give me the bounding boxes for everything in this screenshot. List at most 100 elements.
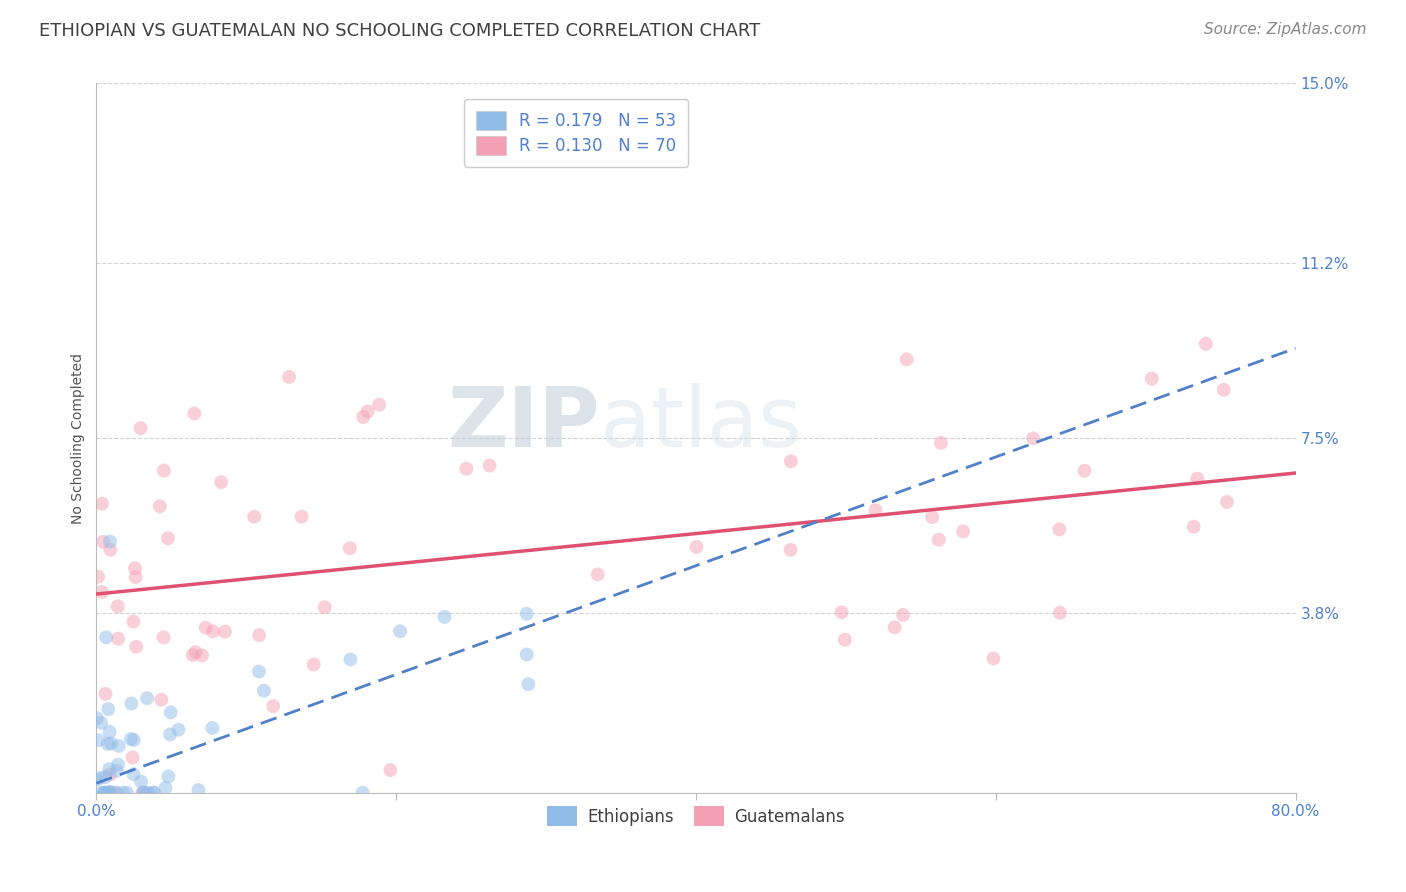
Point — [107, 757, 129, 772]
Point — [685, 540, 707, 554]
Point — [98, 762, 121, 776]
Point — [339, 541, 361, 556]
Point — [779, 454, 801, 468]
Point — [98, 785, 121, 799]
Point — [97, 702, 120, 716]
Point — [90, 715, 112, 730]
Point — [107, 632, 129, 646]
Point — [516, 607, 538, 621]
Point — [928, 533, 950, 547]
Point — [433, 610, 456, 624]
Point — [90, 786, 112, 800]
Point — [156, 531, 179, 545]
Point — [86, 772, 108, 787]
Point — [314, 600, 336, 615]
Point — [478, 458, 501, 473]
Point — [157, 769, 180, 783]
Point — [87, 570, 110, 584]
Point — [122, 733, 145, 747]
Text: Source: ZipAtlas.com: Source: ZipAtlas.com — [1204, 22, 1367, 37]
Point — [93, 786, 115, 800]
Point — [191, 648, 214, 663]
Point — [91, 497, 114, 511]
Point — [517, 677, 540, 691]
Point — [136, 786, 159, 800]
Point — [129, 421, 152, 435]
Point — [1182, 519, 1205, 533]
Point — [124, 561, 146, 575]
Point — [1212, 383, 1234, 397]
Point — [167, 723, 190, 737]
Point — [89, 771, 111, 785]
Point — [586, 567, 609, 582]
Point — [516, 648, 538, 662]
Point — [302, 657, 325, 672]
Point — [149, 500, 172, 514]
Point — [98, 767, 121, 781]
Point — [94, 687, 117, 701]
Text: ETHIOPIAN VS GUATEMALAN NO SCHOOLING COMPLETED CORRELATION CHART: ETHIOPIAN VS GUATEMALAN NO SCHOOLING COM… — [39, 22, 761, 40]
Point — [153, 463, 176, 477]
Point — [91, 585, 114, 599]
Point — [891, 607, 914, 622]
Point — [368, 398, 391, 412]
Point — [98, 786, 121, 800]
Point — [262, 699, 284, 714]
Point — [100, 736, 122, 750]
Text: ZIP: ZIP — [447, 384, 600, 465]
Point — [105, 786, 128, 800]
Point — [121, 750, 143, 764]
Point — [94, 786, 117, 800]
Point — [896, 352, 918, 367]
Point — [952, 524, 974, 539]
Point — [184, 645, 207, 659]
Point — [125, 570, 148, 584]
Point — [194, 621, 217, 635]
Point — [201, 624, 224, 639]
Point — [834, 632, 856, 647]
Point — [96, 786, 118, 800]
Point — [1140, 372, 1163, 386]
Point — [100, 542, 122, 557]
Point — [91, 534, 114, 549]
Point — [129, 774, 152, 789]
Point — [159, 706, 181, 720]
Point — [98, 534, 121, 549]
Text: atlas: atlas — [600, 384, 801, 465]
Point — [278, 370, 301, 384]
Point — [883, 620, 905, 634]
Point — [152, 631, 174, 645]
Point — [94, 770, 117, 784]
Point — [142, 786, 165, 800]
Point — [209, 475, 232, 489]
Y-axis label: No Schooling Completed: No Schooling Completed — [72, 352, 86, 524]
Point — [929, 435, 952, 450]
Point — [120, 731, 142, 746]
Point — [921, 510, 943, 524]
Point — [290, 509, 312, 524]
Point — [122, 767, 145, 781]
Point — [201, 721, 224, 735]
Point — [159, 727, 181, 741]
Point — [247, 628, 270, 642]
Point — [142, 786, 165, 800]
Point — [86, 711, 108, 725]
Point — [155, 780, 177, 795]
Point — [136, 691, 159, 706]
Point — [97, 737, 120, 751]
Point — [1216, 495, 1239, 509]
Point — [1187, 472, 1209, 486]
Point — [132, 786, 155, 800]
Point — [352, 409, 374, 424]
Point — [105, 764, 128, 778]
Point — [93, 786, 115, 800]
Point — [150, 692, 173, 706]
Point — [98, 786, 121, 800]
Point — [98, 724, 121, 739]
Point — [865, 503, 887, 517]
Point — [1073, 464, 1095, 478]
Point — [111, 786, 134, 800]
Point — [1022, 431, 1045, 445]
Point — [389, 624, 412, 639]
Point — [125, 640, 148, 654]
